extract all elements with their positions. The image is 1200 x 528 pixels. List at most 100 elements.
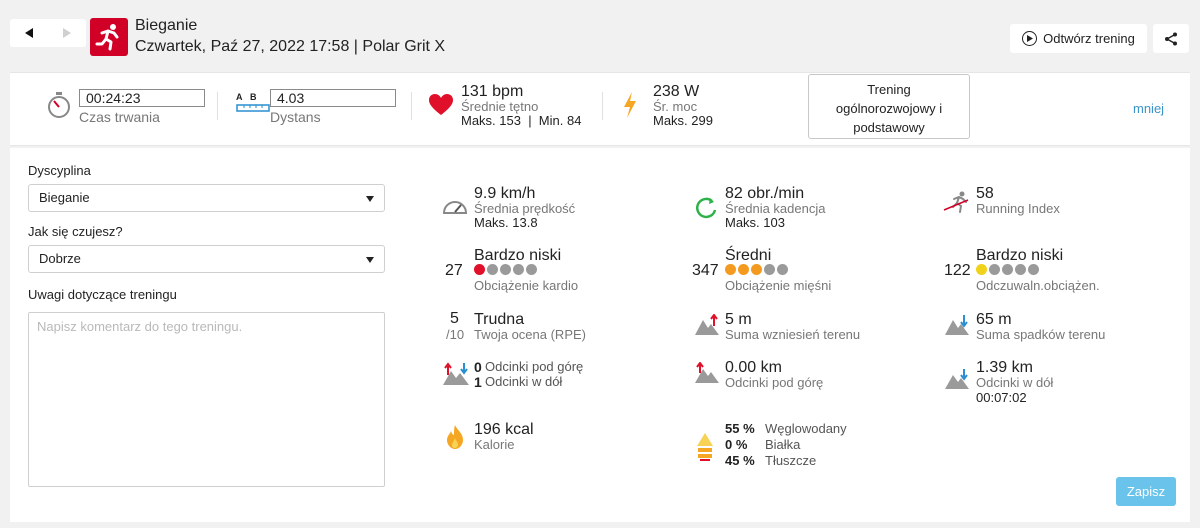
power-value: 238 W	[653, 83, 700, 100]
next-button[interactable]	[48, 19, 86, 47]
macro-name: Białka	[765, 437, 801, 452]
calories-value: 196 kcal	[474, 421, 534, 438]
discipline-label: Dyscyplina	[28, 163, 91, 178]
cardio-load-label: Obciążenie kardio	[474, 278, 579, 293]
speedometer-icon	[442, 201, 468, 214]
stopwatch-icon	[48, 92, 70, 118]
macro-name: Węglowodany	[765, 421, 847, 436]
cadence-icon	[696, 197, 717, 219]
caret-down-icon	[366, 196, 374, 202]
macro-row: 0 % Białka	[725, 437, 800, 452]
load-dot	[1002, 264, 1013, 275]
avg-speed-label: Średnia prędkość	[474, 201, 576, 216]
load-dot	[764, 264, 775, 275]
less-link[interactable]: mniej	[1133, 101, 1165, 116]
duration-label: Czas trwania	[79, 109, 160, 125]
previous-button[interactable]	[10, 19, 48, 47]
divider	[602, 92, 603, 120]
discipline-select[interactable]: Bieganie	[28, 184, 385, 212]
summary-bar: 00:24:23 Czas trwania A B 4.03 Dystans 1…	[10, 72, 1190, 146]
duration-field[interactable]: 00:24:23	[79, 89, 205, 107]
calories-label: Kalorie	[474, 437, 515, 452]
cardio-load-dots	[474, 264, 537, 275]
macronutrients-icon	[697, 433, 713, 461]
macro-row: 45 % Tłuszcze	[725, 453, 816, 468]
load-dot	[738, 264, 749, 275]
segments-up-count: 0	[474, 359, 482, 375]
max-cadence: Maks. 103	[725, 215, 785, 230]
power-max: Maks. 299	[653, 113, 713, 128]
rpe-scale: /10	[446, 327, 465, 342]
segments-down-count: 1	[474, 374, 482, 390]
muscle-load-label: Obciążenie mięśni	[725, 278, 832, 293]
uphill-icon	[695, 362, 719, 383]
load-dot	[1015, 264, 1026, 275]
descent-icon	[945, 315, 969, 335]
load-dot	[526, 264, 537, 275]
segments-up-label: Odcinki pod górę	[485, 359, 584, 374]
ab-label-b: B	[250, 92, 257, 102]
muscle-load-number: 347	[692, 262, 719, 279]
load-dot	[989, 264, 1000, 275]
distance-ab-icon: A B	[236, 92, 270, 112]
load-dot	[487, 264, 498, 275]
macro-row: 55 % Węglowodany	[725, 421, 847, 436]
rpe-number: 5	[450, 310, 459, 327]
ascent-value: 5 m	[725, 311, 752, 328]
load-dot	[500, 264, 511, 275]
heart-rate-max-min: Maks. 153 | Min. 84	[461, 113, 582, 128]
load-dot	[1028, 264, 1039, 275]
downhill-label: Odcinki w dół	[976, 375, 1054, 390]
header: Bieganie Czwartek, Paź 27, 2022 17:58 | …	[0, 0, 1200, 70]
arrow-left-icon	[25, 28, 33, 38]
training-type-line: ogólnorozwojowy i	[835, 101, 943, 116]
heart-rate-value: 131 bpm	[461, 83, 524, 100]
notes-label: Uwagi dotyczące treningu	[28, 287, 177, 302]
distance-field[interactable]: 4.03	[270, 89, 396, 107]
macro-name: Tłuszcze	[765, 453, 817, 468]
avg-cadence-value: 82 obr./min	[725, 185, 805, 202]
training-type-line: podstawowy	[853, 120, 925, 135]
lightning-icon	[624, 92, 636, 118]
segments-down-label: Odcinki w dół	[485, 374, 563, 389]
feeling-label: Jak się czujesz?	[28, 224, 123, 239]
descent-label: Suma spadków terenu	[976, 327, 1106, 342]
heart-rate-label: Średnie tętno	[461, 99, 539, 114]
macro-pct: 0 %	[725, 437, 748, 452]
replay-training-button[interactable]: Odtwórz trening	[1010, 24, 1147, 53]
arrow-right-icon	[63, 28, 71, 38]
uphill-label: Odcinki pod górę	[725, 375, 824, 390]
feeling-value: Dobrze	[39, 251, 81, 266]
cardio-load-number: 27	[445, 262, 463, 279]
heart-icon	[429, 94, 453, 115]
share-icon	[1165, 32, 1177, 45]
downhill-value: 1.39 km	[976, 359, 1033, 376]
ascent-icon	[695, 314, 719, 335]
load-dot	[777, 264, 788, 275]
running-index-label: Running Index	[976, 201, 1060, 216]
downhill-icon	[945, 369, 969, 389]
macro-pct: 55 %	[725, 421, 755, 436]
notes-textarea[interactable]: Napisz komentarz do tego treningu.	[28, 312, 385, 487]
avg-cadence-label: Średnia kadencja	[725, 201, 826, 216]
load-dot	[725, 264, 736, 275]
save-button[interactable]: Zapisz	[1116, 477, 1176, 506]
perceived-load-level: Bardzo niski	[976, 247, 1064, 264]
perceived-load-label: Odczuwaln.obciążen.	[976, 278, 1100, 293]
muscle-load-dots	[725, 264, 788, 275]
training-type-line: Trening	[867, 82, 911, 97]
play-circle-icon	[1022, 31, 1038, 46]
max-speed: Maks. 13.8	[474, 215, 538, 230]
uphill-value: 0.00 km	[725, 359, 782, 376]
feeling-select[interactable]: Dobrze	[28, 245, 385, 273]
power-label: Śr. moc	[653, 99, 698, 114]
running-index-value: 58	[976, 185, 994, 202]
macro-pct: 45 %	[725, 453, 755, 468]
load-dot	[976, 264, 987, 275]
divider	[411, 92, 412, 120]
sport-title: Bieganie	[135, 17, 198, 34]
running-sport-icon	[90, 18, 128, 56]
load-dot	[513, 264, 524, 275]
share-button[interactable]	[1153, 24, 1189, 53]
training-type-button[interactable]: Trening ogólnorozwojowy i podstawowy	[808, 74, 970, 139]
